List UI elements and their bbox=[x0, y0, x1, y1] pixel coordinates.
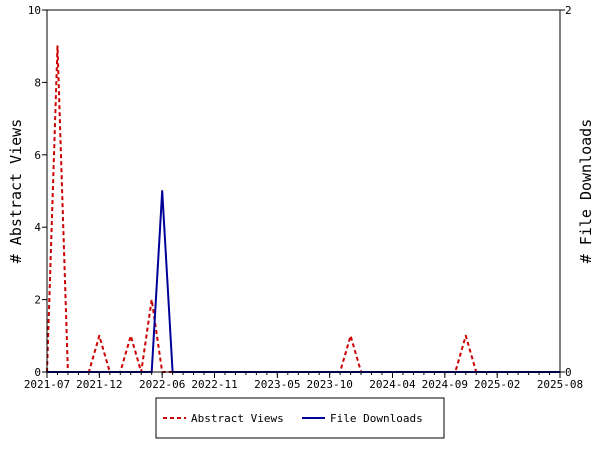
x-tick-label: 2023-10 bbox=[306, 378, 352, 391]
x-tick-label: 2023-05 bbox=[254, 378, 300, 391]
x-tick-label: 2021-12 bbox=[76, 378, 122, 391]
y-tick-label: 4 bbox=[34, 221, 41, 234]
x-tick-label: 2024-04 bbox=[369, 378, 416, 391]
right-axis: 02 bbox=[560, 4, 572, 379]
x-axis: 2021-07 2021-12 2022-06 2022-11 2023-05 2023-… bbox=[24, 372, 583, 391]
y-tick-label: 6 bbox=[34, 149, 41, 162]
x-tick-label: 2022-06 bbox=[139, 378, 185, 391]
legend-label-abstract-views: Abstract Views bbox=[191, 412, 284, 425]
y-tick-label: 0 bbox=[34, 366, 41, 379]
x-tick-label: 2025-02 bbox=[474, 378, 520, 391]
x-tick-label: 2025-08 bbox=[537, 378, 583, 391]
y2-tick-label: 0 bbox=[565, 366, 572, 379]
y2-axis-title: # File Downloads bbox=[577, 119, 595, 264]
legend: Abstract Views File Downloads bbox=[155, 397, 445, 439]
legend-label-file-downloads: File Downloads bbox=[330, 412, 423, 425]
x-tick-label: 2022-11 bbox=[191, 378, 237, 391]
x-tick-label: 2021-07 bbox=[24, 378, 70, 391]
x-tick-label: 2024-09 bbox=[422, 378, 468, 391]
plot-frame bbox=[46, 9, 561, 373]
y-tick-label: 2 bbox=[34, 294, 41, 307]
legend-box bbox=[155, 397, 445, 439]
left-axis: 0 2 4 6 8 10 bbox=[28, 4, 47, 379]
y2-tick-label: 2 bbox=[565, 4, 572, 17]
y-axis-title: # Abstract Views bbox=[7, 119, 25, 264]
y-tick-label: 10 bbox=[28, 4, 41, 17]
y-tick-label: 8 bbox=[34, 76, 41, 89]
